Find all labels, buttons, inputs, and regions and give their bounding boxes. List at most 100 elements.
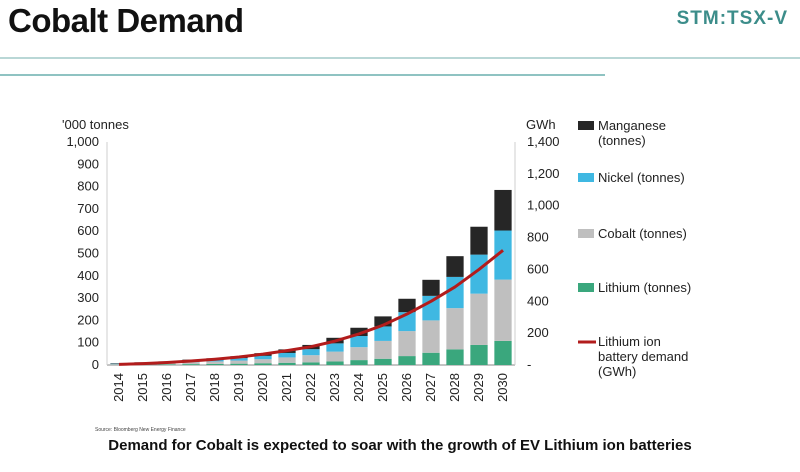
bar-cobalt-tonnes-2025	[374, 340, 392, 359]
x-tick-label: 2021	[279, 373, 294, 402]
bar-lithium-tonnes-2028	[446, 349, 464, 365]
bar-cobalt-tonnes-2026	[398, 331, 416, 357]
bar-nickel-tonnes-2024	[350, 336, 368, 348]
bar-lithium-tonnes-2017	[182, 364, 200, 365]
bar-lithium-tonnes-2030	[494, 340, 512, 365]
bar-nickel-tonnes-2030	[494, 230, 512, 280]
bar-cobalt-tonnes-2024	[350, 347, 368, 361]
bar-manganese-2029	[470, 226, 488, 255]
legend-swatch-lithium-tonnes	[578, 283, 594, 292]
bar-manganese-2024	[350, 327, 368, 337]
x-tick-label: 2028	[447, 373, 462, 402]
x-tick-label: 2018	[207, 373, 222, 402]
left-tick-label: 300	[77, 290, 99, 305]
x-tick-label: 2017	[183, 373, 198, 402]
bar-lithium-tonnes-2018	[206, 363, 224, 365]
legend-label-nickel-tonnes: Nickel (tonnes)	[598, 170, 685, 185]
bar-cobalt-tonnes-2017	[182, 362, 200, 365]
bar-manganese-2027	[422, 279, 440, 296]
x-tick-label: 2024	[351, 373, 366, 402]
left-tick-label: 100	[77, 335, 99, 350]
bar-manganese-2026	[398, 298, 416, 313]
bar-nickel-tonnes-2025	[374, 326, 392, 341]
x-tick-label: 2027	[423, 373, 438, 402]
bar-lithium-tonnes-2027	[422, 352, 440, 365]
footer-caption: Demand for Cobalt is expected to soar wi…	[108, 437, 692, 454]
page-title: Cobalt Demand	[8, 2, 244, 39]
legend-label-manganese: Manganese (tonnes)	[598, 118, 666, 148]
bar-nickel-tonnes-2019	[230, 358, 248, 361]
bar-manganese-2030	[494, 189, 512, 231]
legend-label-cobalt-tonnes: Cobalt (tonnes)	[598, 226, 687, 241]
legend-label-lithium-tonnes: Lithium (tonnes)	[598, 280, 691, 295]
bar-cobalt-tonnes-2022	[302, 355, 320, 363]
bar-cobalt-tonnes-2019	[230, 360, 248, 364]
left-tick-label: 400	[77, 268, 99, 283]
right-tick-label: 1,200	[527, 166, 560, 181]
bar-nickel-tonnes-2022	[302, 349, 320, 356]
header-divider-accent	[0, 74, 605, 76]
left-tick-label: 700	[77, 201, 99, 216]
legend-label-battery-demand: Lithium ion battery demand (GWh)	[598, 334, 688, 379]
bar-cobalt-tonnes-2030	[494, 279, 512, 341]
right-tick-label: 200	[527, 325, 549, 340]
legend-swatch-manganese	[578, 121, 594, 130]
bar-cobalt-tonnes-2027	[422, 320, 440, 353]
ticker-logo: STM:TSX-V	[676, 8, 788, 29]
tick-labels: 0 100 200 300 400 500 600 700 800 900 1,000 - 200 400…	[66, 134, 559, 402]
bar-cobalt-tonnes-2018	[206, 361, 224, 364]
left-tick-label: 800	[77, 179, 99, 194]
bar-cobalt-tonnes-2029	[470, 293, 488, 345]
line-battery-demand	[118, 249, 504, 366]
bar-lithium-tonnes-2020	[254, 363, 272, 365]
left-tick-label: 600	[77, 223, 99, 238]
left-tick-label: 500	[77, 246, 99, 261]
source-note: Source: Bloomberg New Energy Finance	[95, 427, 186, 433]
bar-lithium-tonnes-2024	[350, 360, 368, 365]
left-tick-label: 0	[92, 357, 99, 372]
bar-lithium-tonnes-2029	[470, 344, 488, 365]
left-tick-label: 900	[77, 156, 99, 171]
bar-nickel-tonnes-2020	[254, 355, 272, 360]
bar-cobalt-tonnes-2028	[446, 308, 464, 350]
bar-cobalt-tonnes-2014	[110, 364, 128, 365]
right-tick-label: -	[527, 357, 531, 372]
bar-lithium-tonnes-2026	[398, 356, 416, 365]
bar-cobalt-tonnes-2023	[326, 351, 344, 362]
right-tick-label: 800	[527, 230, 549, 245]
bar-lithium-tonnes-2025	[374, 358, 392, 365]
right-tick-label: 400	[527, 293, 549, 308]
bar-manganese-2028	[446, 256, 464, 277]
x-tick-label: 2016	[159, 373, 174, 402]
bar-nickel-tonnes-2023	[326, 343, 344, 352]
bar-lithium-tonnes-2016	[158, 364, 176, 365]
header-divider	[0, 57, 800, 59]
x-tick-label: 2015	[135, 373, 150, 402]
bar-cobalt-tonnes-2020	[254, 359, 272, 364]
legend-swatch-nickel-tonnes	[578, 173, 594, 182]
x-tick-label: 2025	[375, 373, 390, 402]
bar-group	[110, 189, 512, 366]
x-tick-label: 2022	[303, 373, 318, 402]
right-tick-label: 600	[527, 261, 549, 276]
bar-lithium-tonnes-2023	[326, 361, 344, 365]
bar-nickel-tonnes-2021	[278, 352, 296, 358]
bar-lithium-tonnes-2019	[230, 363, 248, 365]
x-tick-label: 2029	[471, 373, 486, 402]
right-tick-label: 1,400	[527, 134, 560, 149]
bar-manganese-2025	[374, 316, 392, 327]
x-tick-label: 2026	[399, 373, 414, 402]
x-tick-label: 2019	[231, 373, 246, 402]
x-tick-label: 2014	[111, 373, 126, 402]
bar-cobalt-tonnes-2021	[278, 357, 296, 363]
left-tick-label: 200	[77, 312, 99, 327]
left-axis-unit: '000 tonnes	[62, 117, 129, 132]
right-axis-unit: GWh	[526, 117, 556, 132]
x-tick-label: 2030	[495, 373, 510, 402]
bar-lithium-tonnes-2021	[278, 362, 296, 365]
x-tick-label: 2023	[327, 373, 342, 402]
x-tick-label: 2020	[255, 373, 270, 402]
legend-swatch-cobalt-tonnes	[578, 229, 594, 238]
left-tick-label: 1,000	[66, 134, 99, 149]
